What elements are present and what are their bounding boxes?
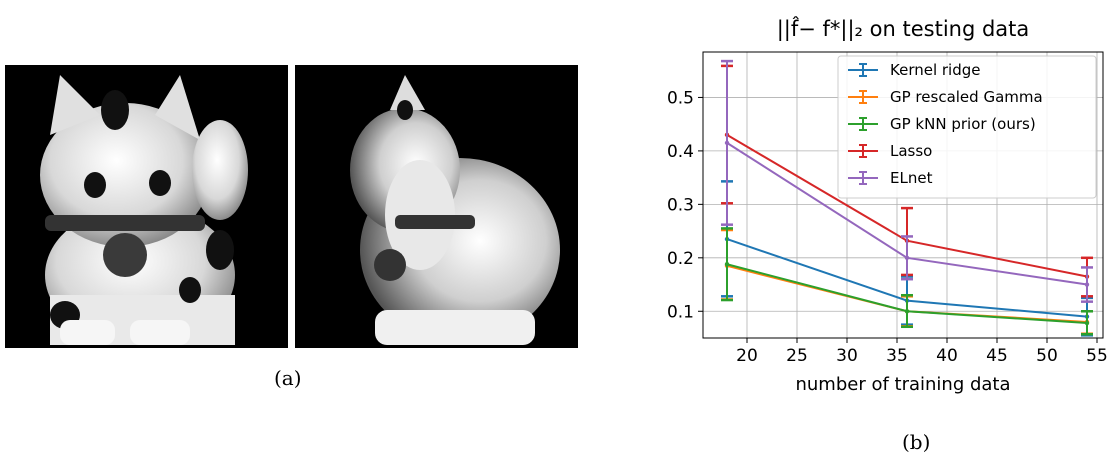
plot-frame	[702, 51, 1104, 339]
legend-label: Kernel ridge	[890, 61, 981, 79]
data-point	[904, 255, 910, 261]
caption-a: (a)	[274, 366, 302, 390]
data-point	[904, 309, 910, 314]
data-point	[724, 140, 730, 146]
figurine-front-image	[5, 65, 288, 348]
y-tick-label: 0.2	[667, 249, 694, 269]
legend-label: GP rescaled Gamma	[890, 88, 1043, 106]
y-tick-label: 0.5	[667, 88, 694, 108]
data-point	[1084, 320, 1090, 326]
y-tick-label: 0.1	[667, 302, 694, 322]
legend-label: GP kNN prior (ours)	[890, 115, 1036, 133]
x-tick-label: 55	[1086, 346, 1107, 366]
x-tick-label: 35	[886, 346, 908, 366]
x-tick-label: 40	[936, 346, 958, 366]
data-point	[724, 262, 730, 267]
x-tick-label: 20	[736, 346, 758, 366]
caption-b: (b)	[902, 430, 931, 454]
legend-box	[837, 55, 1097, 199]
y-tick-label: 0.3	[667, 195, 694, 215]
legend-label: ELnet	[890, 169, 933, 187]
x-tick-label: 25	[786, 346, 808, 366]
figurine-side-image	[295, 65, 578, 348]
y-tick-label: 0.4	[667, 142, 694, 162]
legend-label: Lasso	[890, 142, 932, 160]
x-tick-label: 50	[1036, 346, 1058, 366]
legend: Kernel ridge GP rescaled Gamma GP kNN prio…	[837, 55, 1097, 199]
x-axis-label: number of training data	[795, 374, 1010, 395]
series-elnet	[721, 59, 1093, 303]
data-point	[1084, 282, 1090, 287]
x-tick-label: 30	[836, 346, 858, 366]
series-gp-knn-prior-ours-	[721, 227, 1093, 336]
x-tick-label: 45	[986, 346, 1008, 366]
chart-title: ||f̂− f*||₂ on testing data	[777, 16, 1030, 42]
